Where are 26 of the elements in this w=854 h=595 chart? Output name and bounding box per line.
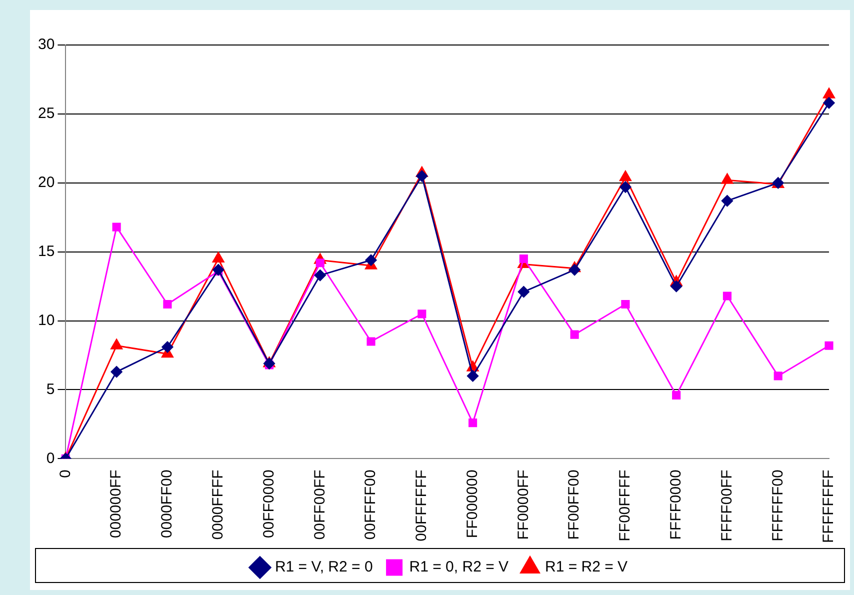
x-tick-label: FF00FF00	[566, 470, 583, 540]
x-tick-label: FFFF00FF	[718, 470, 736, 542]
legend-label: R1 = 0, R2 = V	[409, 558, 509, 576]
x-tick-label: 00FFFF00	[362, 470, 380, 540]
x-tick-label: 00FFFFFF	[413, 470, 430, 542]
x-tick-label: 00FF0000	[260, 470, 278, 538]
x-tick-label: FFFF0000	[667, 470, 684, 540]
y-tick-label: 20	[38, 174, 55, 192]
y-tick-label: 10	[38, 312, 55, 329]
y-tick-label: 0	[46, 450, 55, 467]
y-tick-label: 30	[38, 36, 55, 54]
x-tick-label: 00FF00FF	[311, 470, 328, 540]
legend-label: R1 = V, R2 = 0	[274, 558, 373, 576]
y-tick-label: 15	[38, 242, 55, 260]
x-tick-label: 000000FF	[108, 470, 125, 538]
x-tick-label: FF000000	[464, 470, 481, 538]
x-tick-label: FFFFFFFF	[820, 470, 838, 544]
x-tick-label: 0000FFFF	[209, 470, 226, 540]
x-tick-label: 0	[56, 470, 74, 478]
legend-label: R1 = R2 = V	[545, 558, 628, 576]
y-tick-label: 5	[46, 380, 55, 398]
x-tick-label: FF00FFFF	[616, 470, 634, 542]
x-tick-label: 0000FF00	[158, 470, 176, 538]
x-tick-label: FFFFFF00	[769, 470, 786, 542]
y-tick-label: 25	[38, 105, 55, 122]
x-tick-label: FF0000FF	[514, 470, 532, 540]
